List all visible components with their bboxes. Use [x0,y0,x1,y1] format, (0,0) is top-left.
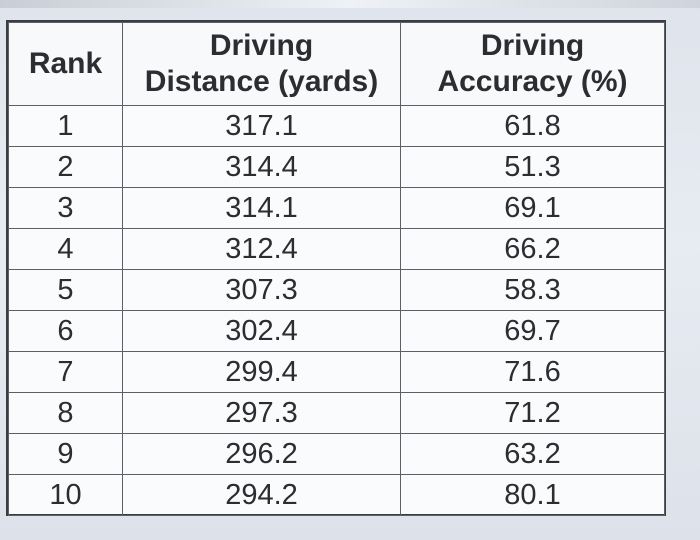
header-rank-label: Rank [28,47,103,80]
rank-cell: 10 [8,474,123,516]
distance-cell: 302.4 [122,310,401,352]
distance-cell: 307.3 [122,269,401,311]
table-row: 7 299.4 71.6 [8,351,665,393]
rank-cell: 4 [8,228,123,270]
distance-cell: 299.4 [122,351,401,393]
table-row: 3 314.1 69.1 [8,187,665,229]
accuracy-cell: 69.7 [400,310,665,352]
header-driving-distance: Driving Distance (yards) [122,22,401,106]
distance-cell: 317.1 [122,105,401,147]
photo-top-edge [0,0,700,8]
table-row: 4 312.4 66.2 [8,228,665,270]
table-row: 1 317.1 61.8 [8,105,665,147]
distance-cell: 312.4 [122,228,401,270]
distance-cell: 297.3 [122,392,401,434]
accuracy-cell: 51.3 [400,146,665,188]
accuracy-cell: 58.3 [400,269,665,311]
distance-cell: 314.4 [122,146,401,188]
table-row: 6 302.4 69.7 [8,310,665,352]
table-row: 9 296.2 63.2 [8,433,665,475]
header-accuracy-line1: Driving [480,29,585,62]
table-row: 10 294.2 80.1 [8,474,665,516]
table-row: 5 307.3 58.3 [8,269,665,311]
distance-cell: 314.1 [122,187,401,229]
rank-cell: 9 [8,433,123,475]
header-distance-line1: Driving [209,29,314,62]
accuracy-cell: 80.1 [400,474,665,516]
header-driving-accuracy: Driving Accuracy (%) [400,22,665,106]
rank-cell: 7 [8,351,123,393]
rank-cell: 1 [8,105,123,147]
accuracy-cell: 71.6 [400,351,665,393]
rank-cell: 6 [8,310,123,352]
accuracy-cell: 69.1 [400,187,665,229]
distance-cell: 294.2 [122,474,401,516]
distance-cell: 296.2 [122,433,401,475]
rank-cell: 8 [8,392,123,434]
accuracy-cell: 61.8 [400,105,665,147]
driving-stats-table: Rank Driving Distance (yards) Driving Ac… [8,22,665,516]
table-row: 8 297.3 71.2 [8,392,665,434]
rank-cell: 2 [8,146,123,188]
accuracy-cell: 66.2 [400,228,665,270]
rank-cell: 5 [8,269,123,311]
table-row: 2 314.4 51.3 [8,146,665,188]
header-accuracy-line2: Accuracy (%) [437,65,628,98]
header-rank: Rank [8,22,123,106]
header-distance-line2: Distance (yards) [144,65,379,98]
accuracy-cell: 63.2 [400,433,665,475]
driving-stats-table-container: Rank Driving Distance (yards) Driving Ac… [6,20,666,516]
accuracy-cell: 71.2 [400,392,665,434]
header-row: Rank Driving Distance (yards) Driving Ac… [8,22,665,106]
rank-cell: 3 [8,187,123,229]
